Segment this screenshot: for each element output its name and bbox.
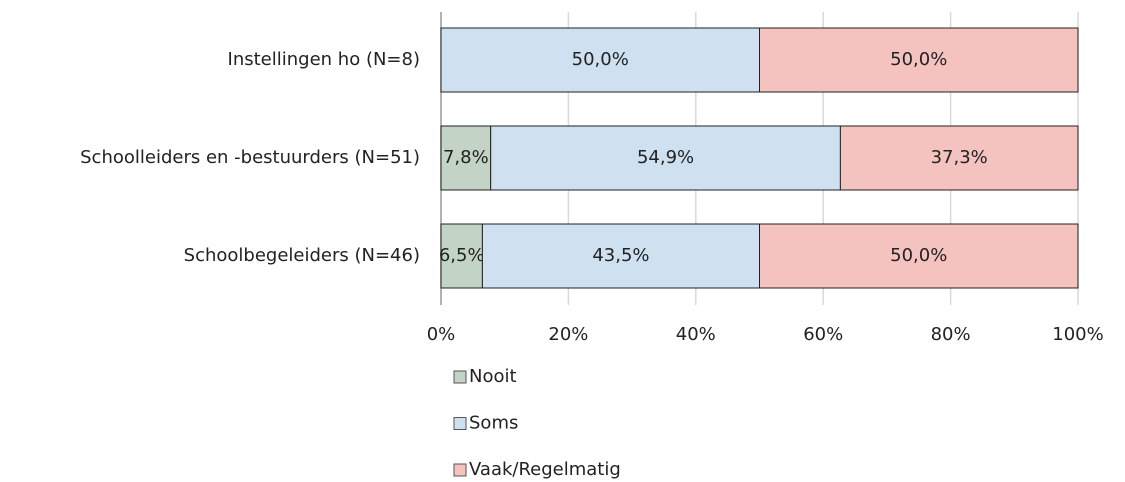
y-tick-label: Schoolbegeleiders (N=46) [184,245,420,266]
legend-label: Soms [469,413,518,434]
x-tick-label: 0% [427,324,456,345]
data-label: 54,9% [637,147,694,168]
x-tick-label: 100% [1052,324,1103,345]
data-label: 7,8% [443,147,489,168]
bar-segment [759,223,1079,289]
bar-segment [759,27,1079,93]
legend-swatch [453,463,467,477]
y-tick-label: Instellingen ho (N=8) [228,49,420,70]
x-tick-label: 20% [548,324,588,345]
bar-segment [440,27,760,93]
x-tick-label: 40% [676,324,716,345]
data-label: 50,0% [890,49,947,70]
bar-segment [839,125,1079,191]
legend-label: Vaak/Regelmatig [469,459,621,480]
bar-segment [490,125,841,191]
legend-label: Nooit [469,366,517,387]
x-tick-label: 60% [803,324,843,345]
x-tick-label: 80% [931,324,971,345]
data-label: 50,0% [890,245,947,266]
data-label: 6,5% [439,245,485,266]
data-label: 50,0% [572,49,629,70]
bar-segment [481,223,760,289]
bar-segment [440,223,483,289]
data-label: 43,5% [592,245,649,266]
y-tick-label: Schoolleiders en -bestuurders (N=51) [80,147,420,168]
legend-swatch [453,370,467,384]
data-label: 37,3% [931,147,988,168]
legend-swatch [453,417,467,430]
